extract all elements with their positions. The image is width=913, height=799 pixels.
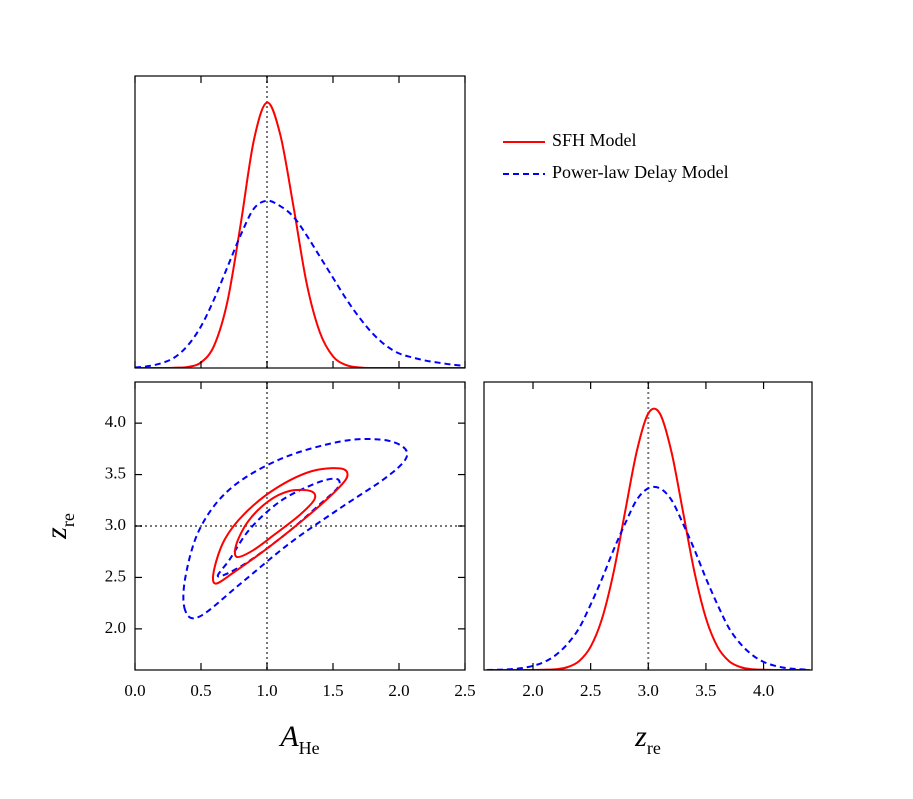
x-tick-label: 1.0 — [256, 681, 277, 700]
axis-label-sub: He — [299, 738, 320, 758]
axis-label: zre — [40, 513, 78, 540]
axis-label-sub: re — [58, 513, 78, 527]
axis-label-sub: re — [647, 738, 661, 758]
contour — [182, 438, 409, 620]
axis-label-main: A — [278, 720, 299, 753]
y-tick-label: 4.0 — [105, 412, 126, 431]
x-tick-label: 1.5 — [322, 681, 343, 700]
y-tick-label: 2.5 — [105, 566, 126, 585]
y-tick-label: 2.0 — [105, 618, 126, 637]
axis-label: AHe — [278, 720, 319, 758]
contour — [216, 477, 341, 578]
legend-label: SFH Model — [552, 130, 637, 150]
x-tick-label: 2.5 — [454, 681, 475, 700]
density-curve — [486, 485, 810, 670]
x-tick-label: 3.0 — [638, 681, 659, 700]
contour — [233, 488, 317, 559]
x-tick-label: 4.0 — [753, 681, 774, 700]
x-tick-label: 0.0 — [124, 681, 145, 700]
x-tick-label: 3.5 — [695, 681, 716, 700]
axis-label-main: z — [40, 527, 73, 540]
density-curve — [135, 101, 465, 368]
x-tick-label: 2.0 — [388, 681, 409, 700]
panel: 2.0 2.5 3.0 3.5 4.0 — [483, 381, 813, 700]
axis-label-main: z — [634, 720, 647, 753]
contour — [211, 467, 349, 585]
density-curve — [135, 199, 465, 368]
frame — [483, 381, 813, 671]
plot-area — [182, 438, 409, 620]
x-tick-label: 2.5 — [580, 681, 601, 700]
plot-area — [135, 101, 465, 368]
panel: 0.0 0.5 1.0 1.5 2.0 2.5 2.0 2.5 3.0 3.5 4.0 — [105, 381, 476, 700]
x-tick-label: 2.0 — [522, 681, 543, 700]
frame — [134, 75, 466, 369]
x-tick-label: 0.5 — [190, 681, 211, 700]
legend-label: Power-law Delay Model — [552, 162, 729, 182]
panel — [134, 75, 466, 369]
axis-label: zre — [634, 720, 661, 758]
y-tick-label: 3.5 — [105, 463, 126, 482]
y-tick-label: 3.0 — [105, 515, 126, 534]
